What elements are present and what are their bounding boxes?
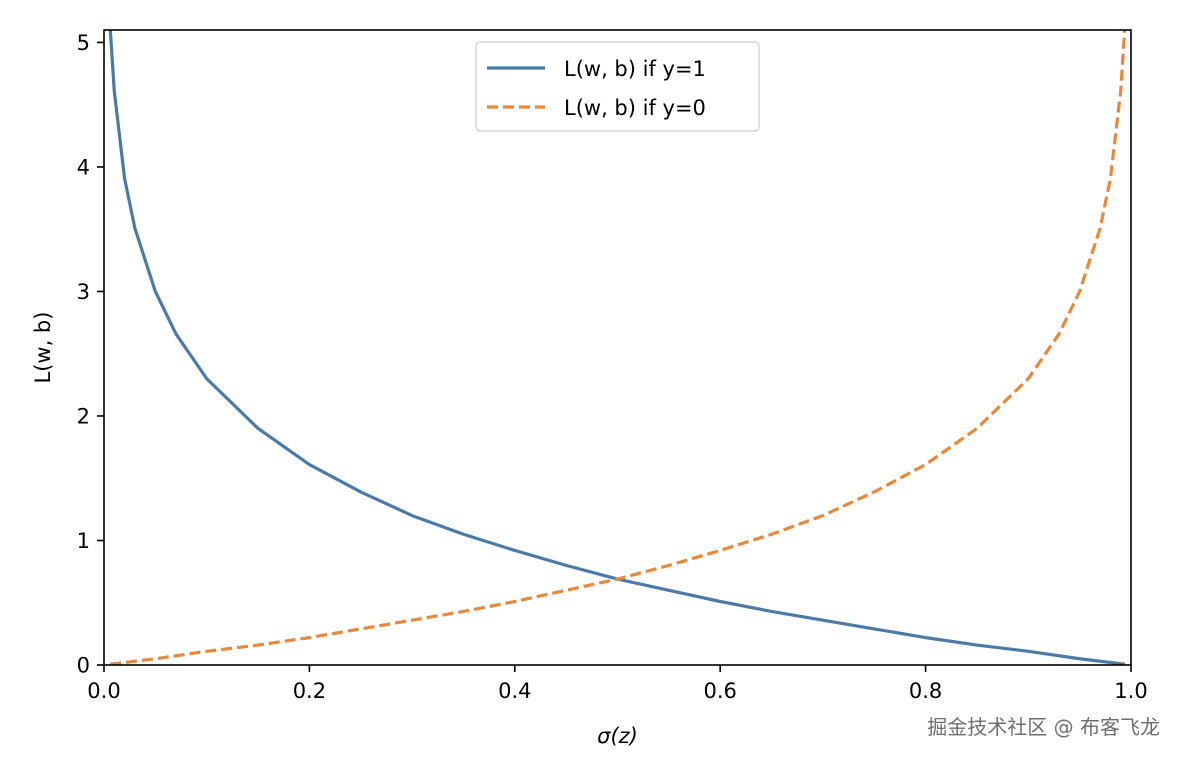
y-tick-label: 0: [77, 654, 90, 678]
series-line-y1: [108, 30, 1126, 665]
x-axis-ticks: 0.0 0.2 0.4 0.6 0.8 1.0: [87, 665, 1148, 703]
y-tick-label: 3: [77, 280, 90, 304]
legend-entry-y1: L(w, b) if y=1: [564, 57, 706, 81]
series-line-y0: [109, 30, 1127, 665]
legend-box: [475, 41, 760, 132]
y-axis-ticks: 0 1 2 3 4 5: [77, 31, 104, 678]
x-tick-label: 0.2: [293, 679, 326, 703]
x-tick-label: 0.8: [909, 679, 942, 703]
x-tick-label: 0.6: [703, 679, 736, 703]
x-axis-label: σ(z): [597, 724, 638, 748]
plot-area: [104, 30, 1131, 665]
series-layer: [108, 30, 1127, 665]
legend-entry-y0: L(w, b) if y=0: [564, 96, 706, 120]
x-tick-label: 0.0: [87, 679, 120, 703]
y-tick-label: 4: [77, 155, 90, 179]
y-tick-label: 5: [77, 31, 90, 55]
legend: L(w, b) if y=1 L(w, b) if y=0: [475, 41, 760, 132]
axes-frame: [103, 29, 1132, 666]
y-tick-label: 1: [77, 529, 90, 553]
y-tick-label: 2: [77, 404, 90, 428]
y-axis-label: L(w, b): [31, 312, 55, 384]
x-tick-label: 0.4: [498, 679, 531, 703]
x-tick-label: 1.0: [1114, 679, 1147, 703]
watermark-text: 掘金技术社区 @ 布客飞龙: [927, 715, 1160, 739]
